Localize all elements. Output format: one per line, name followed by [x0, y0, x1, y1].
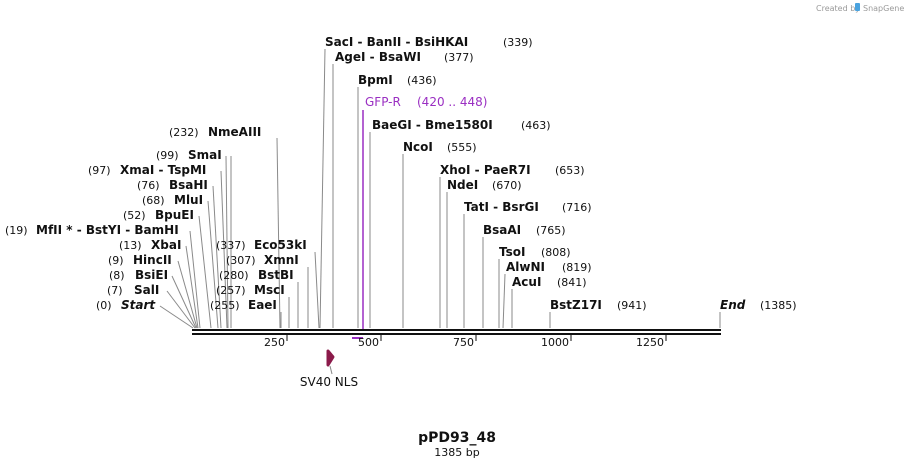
tick-label-500: 500: [358, 336, 379, 349]
site-bstbi-label: BstBI: [258, 268, 294, 282]
site-bamhi-label: MfII * - BstYI - BamHI: [36, 223, 179, 237]
site-xhoi-pos: (653): [555, 164, 585, 177]
credit-brand: SnapGene: [863, 4, 904, 13]
sequence-line-bottom: [192, 333, 721, 335]
site-eco53ki-pos: (337): [216, 239, 246, 252]
leader-sali: [166, 290, 196, 329]
leader-bpuei: [198, 215, 212, 329]
site-mlui-label: MluI: [174, 193, 203, 207]
site-agei-label: AgeI - BsaWI: [335, 50, 421, 64]
leader-mlui: [207, 200, 219, 329]
site-bsiei-pos: (8): [109, 269, 125, 282]
leader-bamhi: [189, 230, 201, 329]
tick-label-1250: 1250: [636, 336, 664, 349]
site-eaei-label: EaeI: [248, 298, 277, 312]
site-bsiei-label: BsiEI: [135, 268, 168, 282]
site-ndei-pos: (670): [492, 179, 522, 192]
tick-label-1000: 1000: [541, 336, 569, 349]
site-bsaai-label: BsaAI: [483, 223, 521, 237]
site-baegi-label: BaeGI - Bme1580I: [372, 118, 493, 132]
site-bstbi-pos: (280): [219, 269, 249, 282]
site-bsaai-pos: (765): [536, 224, 566, 237]
leader-eco53ki: [314, 251, 320, 329]
tick-label-750: 750: [453, 336, 474, 349]
site-bsahi-label: BsaHI: [169, 178, 208, 192]
site-ncoi-label: NcoI: [403, 140, 433, 154]
site-mlui-pos: (68): [142, 194, 165, 207]
snapgene-logo-icon: [855, 3, 860, 11]
site-eco53ki-label: Eco53kI: [254, 238, 307, 252]
site-baegi-pos: (463): [521, 119, 551, 132]
site-bpmi-label: BpmI: [358, 73, 393, 87]
site-smai-label: SmaI: [188, 148, 222, 162]
leader-saci: [319, 48, 326, 329]
end-label: End: [720, 298, 746, 312]
site-smai-pos: (99): [156, 149, 179, 162]
site-tspmi-pos: (97): [88, 164, 111, 177]
site-saci-label: SacI - BanII - BsiHKAI: [325, 35, 468, 49]
plasmid-size: 1385 bp: [434, 446, 479, 459]
site-bsahi-pos: (76): [137, 179, 160, 192]
site-tsoi-label: TsoI: [499, 245, 525, 259]
start-pos: (0): [96, 299, 112, 312]
site-alwni-pos: (819): [562, 261, 592, 274]
tick-label-250: 250: [264, 336, 285, 349]
site-bstz17i-label: BstZ17I: [550, 298, 602, 312]
primer-range: (420 .. 448): [417, 95, 487, 109]
site-nmeaiii-label: NmeAIII: [208, 125, 261, 139]
site-bpuei-pos: (52): [123, 209, 146, 222]
site-acui-label: AcuI: [512, 275, 541, 289]
site-alwni-label: AlwNI: [506, 260, 545, 274]
site-tati-pos: (716): [562, 201, 592, 214]
site-msci-pos: (257): [216, 284, 246, 297]
leader-bsiei: [171, 275, 197, 329]
end-pos: (1385): [760, 299, 797, 312]
leader-nmeaiii: [276, 137, 281, 329]
axis-ticks: [286, 335, 667, 341]
site-tsoi-pos: (808): [541, 246, 571, 259]
sv40-nls-leader: [329, 365, 333, 375]
leader-alwni: [502, 273, 506, 329]
leader-smai: [225, 155, 229, 329]
site-tspmi-label: XmaI - TspMI: [120, 163, 206, 177]
site-bstz17i-pos: (941): [617, 299, 647, 312]
site-ncoi-pos: (555): [447, 141, 477, 154]
site-eaei-pos: (255): [210, 299, 240, 312]
site-xhoi-label: XhoI - PaeR7I: [440, 163, 531, 177]
site-xbai-pos: (13): [119, 239, 142, 252]
site-sali-label: SalI: [134, 283, 159, 297]
primer-label: GFP-R: [365, 95, 401, 109]
site-xmni-pos: (307): [226, 254, 256, 267]
site-nmeaiii-pos: (232): [169, 126, 199, 139]
site-xmni-label: XmnI: [264, 253, 299, 267]
leader-start: [159, 305, 194, 329]
site-hincii-label: HincII: [133, 253, 172, 267]
plasmid-name: pPD93_48: [418, 430, 496, 446]
site-bpuei-label: BpuEI: [155, 208, 194, 222]
site-acui-pos: (841): [557, 276, 587, 289]
sequence-line-top: [192, 329, 721, 331]
start-label: Start: [121, 298, 156, 312]
site-saci-pos: (339): [503, 36, 533, 49]
site-tati-label: TatI - BsrGI: [464, 200, 539, 214]
sv40-nls-label: SV40 NLS: [300, 375, 358, 389]
leader-bsahi: [212, 185, 222, 329]
site-bamhi-pos: (19): [5, 224, 28, 237]
site-xbai-label: XbaI: [151, 238, 181, 252]
site-msci-label: MscI: [254, 283, 285, 297]
site-hincii-pos: (9): [108, 254, 124, 267]
credit-text: Created by: [816, 4, 860, 13]
leader-hincii: [177, 260, 198, 329]
leader-xbai: [185, 245, 199, 329]
leader-tspmi: [220, 170, 228, 329]
sv40-nls-feature-arrow: [326, 349, 335, 367]
site-bpmi-pos: (436): [407, 74, 437, 87]
site-agei-pos: (377): [444, 51, 474, 64]
site-leader-lines: [159, 48, 721, 329]
site-ndei-label: NdeI: [447, 178, 478, 192]
site-sali-pos: (7): [107, 284, 123, 297]
